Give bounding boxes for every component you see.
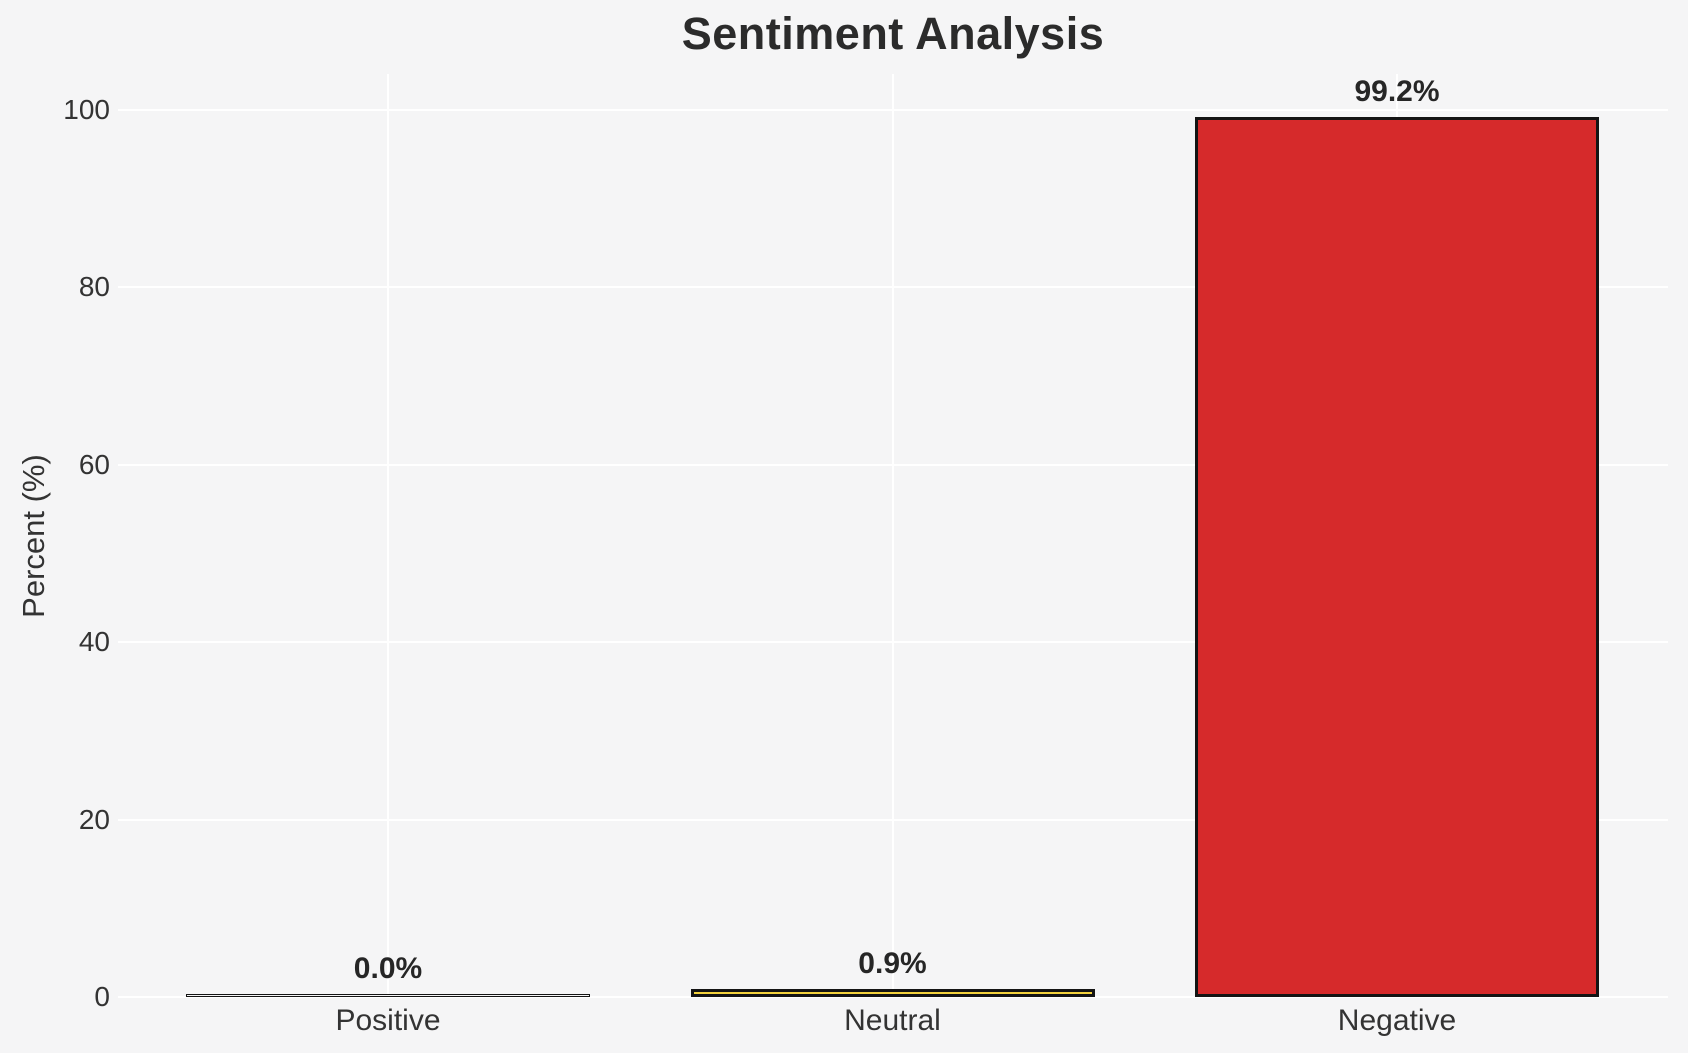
y-tick-label: 40 bbox=[78, 626, 110, 657]
y-tick-label: 20 bbox=[78, 803, 110, 835]
x-gridline bbox=[891, 74, 894, 997]
y-tick-label: 60 bbox=[78, 448, 110, 480]
y-tick-label: 0 bbox=[94, 981, 110, 1012]
x-tick-label: Neutral bbox=[844, 1004, 941, 1037]
y-tick-label: 100 bbox=[63, 93, 110, 125]
bar-neutral bbox=[690, 989, 1095, 997]
bar-value-label: 0.9% bbox=[858, 947, 927, 980]
x-tick-label: Positive bbox=[335, 1004, 441, 1037]
bar-value-label: 99.2% bbox=[1354, 75, 1440, 108]
y-tick-label: 80 bbox=[78, 271, 110, 302]
bar-value-label: 0.0% bbox=[353, 952, 423, 985]
x-gridline bbox=[387, 74, 389, 997]
y-gridline bbox=[118, 996, 1668, 998]
bar-positive bbox=[186, 994, 590, 997]
x-tick-label: Negative bbox=[1337, 1004, 1457, 1037]
chart-title: Sentiment Analysis bbox=[681, 8, 1105, 59]
bar-negative bbox=[1195, 117, 1599, 997]
